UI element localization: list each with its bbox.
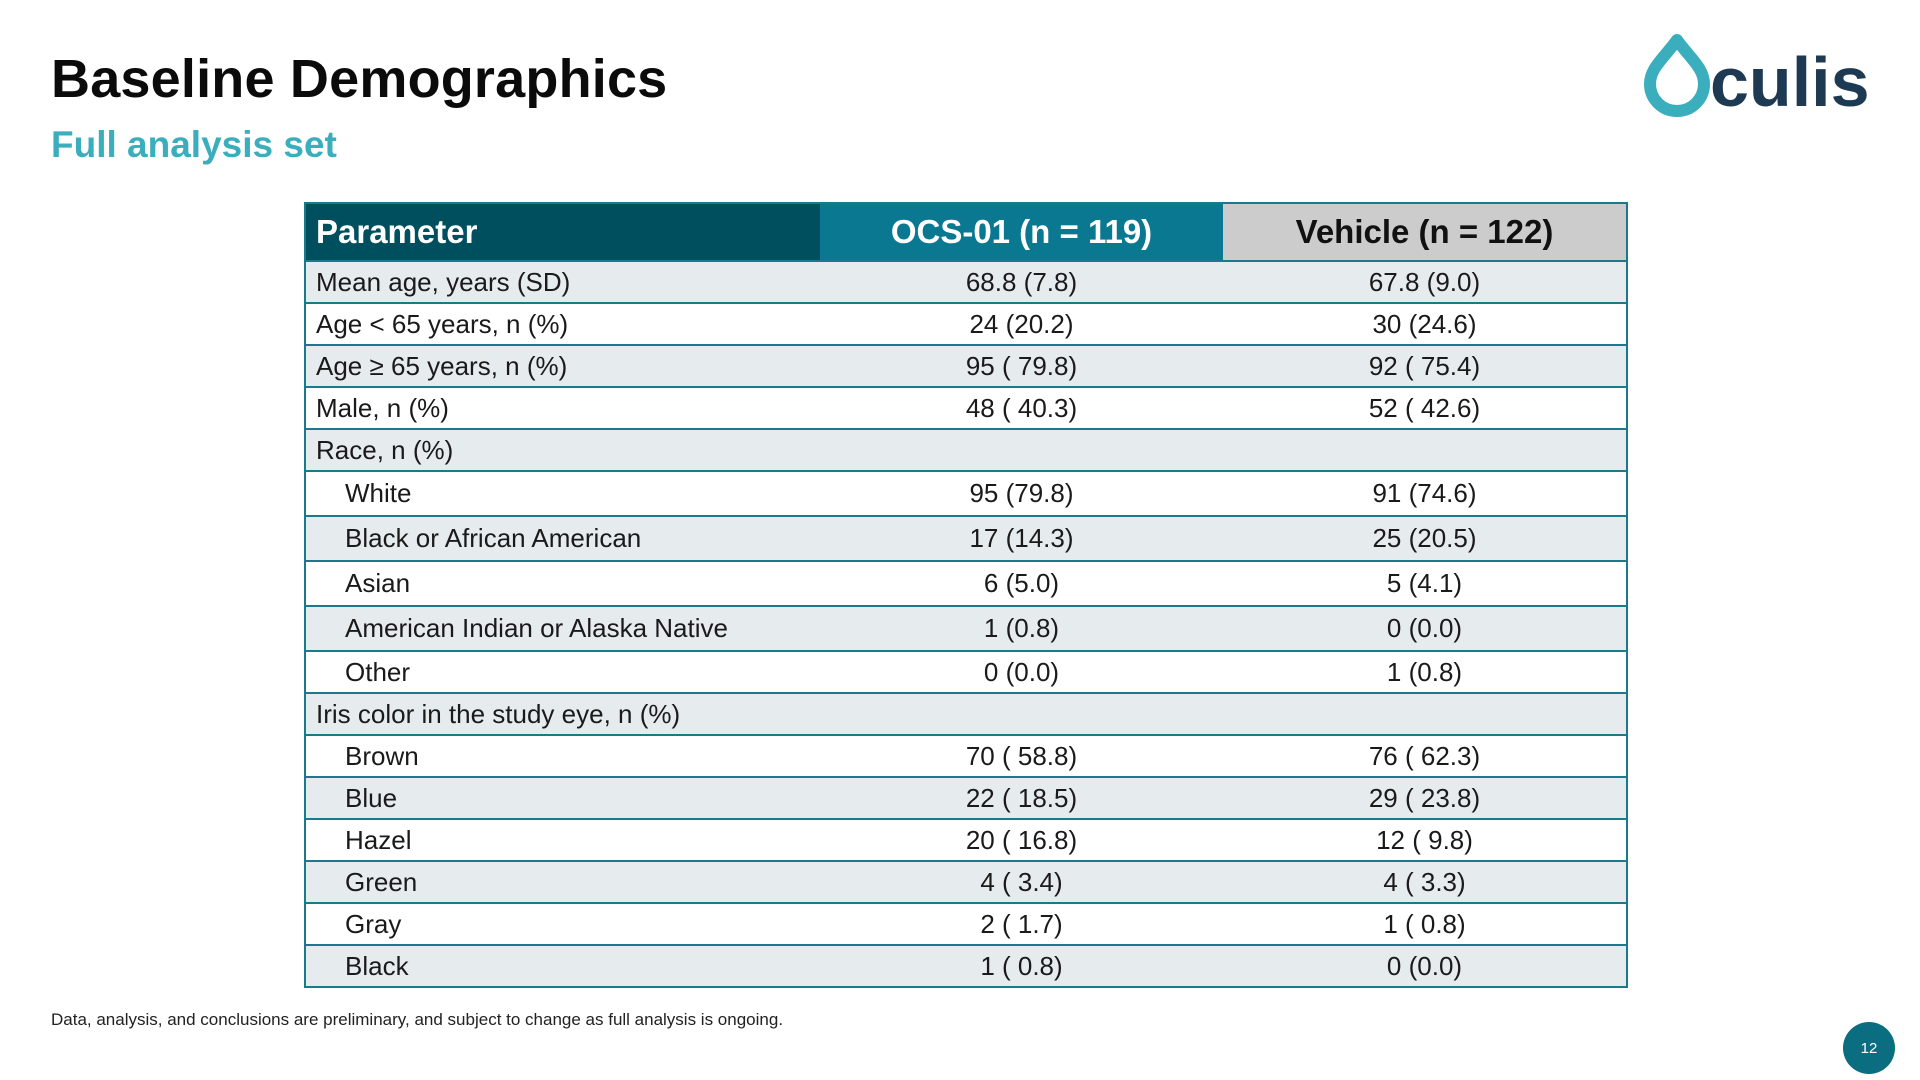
table-row: Black 1 ( 0.8) 0 (0.0) bbox=[306, 944, 1626, 986]
slide-subtitle: Full analysis set bbox=[51, 124, 337, 165]
row-ocs-value: 20 ( 16.8) bbox=[820, 818, 1223, 861]
row-vehicle-value: 1 ( 0.8) bbox=[1223, 902, 1626, 945]
row-vehicle-value: 0 (0.0) bbox=[1223, 605, 1626, 651]
row-ocs-value: 4 ( 3.4) bbox=[820, 860, 1223, 903]
section-label-race: Race, n (%) bbox=[306, 428, 820, 471]
row-label: Age ≥ 65 years, n (%) bbox=[306, 344, 820, 387]
row-ocs-value: 22 ( 18.5) bbox=[820, 776, 1223, 819]
row-vehicle-value: 4 ( 3.3) bbox=[1223, 860, 1626, 903]
row-ocs-value: 24 (20.2) bbox=[820, 302, 1223, 345]
row-label: Brown bbox=[306, 734, 820, 777]
row-vehicle-value bbox=[1223, 428, 1626, 471]
row-vehicle-value: 5 (4.1) bbox=[1223, 560, 1626, 606]
row-ocs-value: 1 ( 0.8) bbox=[820, 944, 1223, 986]
table-row: White 95 (79.8) 91 (74.6) bbox=[306, 470, 1626, 516]
row-vehicle-value bbox=[1223, 692, 1626, 735]
row-label: Black bbox=[306, 944, 820, 986]
table-row: American Indian or Alaska Native 1 (0.8)… bbox=[306, 605, 1626, 651]
row-ocs-value: 48 ( 40.3) bbox=[820, 386, 1223, 429]
table-row: Hazel 20 ( 16.8) 12 ( 9.8) bbox=[306, 818, 1626, 861]
row-ocs-value: 68.8 (7.8) bbox=[820, 260, 1223, 303]
table-row: Blue 22 ( 18.5) 29 ( 23.8) bbox=[306, 776, 1626, 819]
table-row: Gray 2 ( 1.7) 1 ( 0.8) bbox=[306, 902, 1626, 945]
row-vehicle-value: 92 ( 75.4) bbox=[1223, 344, 1626, 387]
row-vehicle-value: 67.8 (9.0) bbox=[1223, 260, 1626, 303]
row-label: American Indian or Alaska Native bbox=[306, 605, 820, 651]
row-label: White bbox=[306, 470, 820, 516]
row-vehicle-value: 30 (24.6) bbox=[1223, 302, 1626, 345]
row-label: Hazel bbox=[306, 818, 820, 861]
header-ocs01: OCS-01 (n = 119) bbox=[820, 204, 1223, 261]
table-row-section-iris: Iris color in the study eye, n (%) bbox=[306, 692, 1626, 735]
table-row: Age ≥ 65 years, n (%) 95 ( 79.8) 92 ( 75… bbox=[306, 344, 1626, 387]
row-label: Black or African American bbox=[306, 515, 820, 561]
row-label: Other bbox=[306, 650, 820, 693]
row-vehicle-value: 25 (20.5) bbox=[1223, 515, 1626, 561]
row-ocs-value: 17 (14.3) bbox=[820, 515, 1223, 561]
logo-wordmark: culis bbox=[1710, 43, 1870, 120]
row-ocs-value: 0 (0.0) bbox=[820, 650, 1223, 693]
oculis-logo-mark: culis bbox=[1644, 34, 1870, 120]
row-ocs-value bbox=[820, 692, 1223, 735]
row-ocs-value: 1 (0.8) bbox=[820, 605, 1223, 651]
page-number-badge: 12 bbox=[1843, 1022, 1895, 1074]
row-vehicle-value: 76 ( 62.3) bbox=[1223, 734, 1626, 777]
row-label: Blue bbox=[306, 776, 820, 819]
row-label: Green bbox=[306, 860, 820, 903]
row-vehicle-value: 0 (0.0) bbox=[1223, 944, 1626, 986]
footnote: Data, analysis, and conclusions are prel… bbox=[51, 1010, 784, 1029]
row-label: Male, n (%) bbox=[306, 386, 820, 429]
demographics-table: Parameter OCS-01 (n = 119) Vehicle (n = … bbox=[304, 202, 1628, 988]
row-label: Gray bbox=[306, 902, 820, 945]
oculis-logo: culis bbox=[1640, 30, 1890, 120]
table-row: Other 0 (0.0) 1 (0.8) bbox=[306, 650, 1626, 693]
slide-title: Baseline Demographics bbox=[51, 49, 668, 109]
table-row: Green 4 ( 3.4) 4 ( 3.3) bbox=[306, 860, 1626, 903]
row-label: Mean age, years (SD) bbox=[306, 260, 820, 303]
table-header-row: Parameter OCS-01 (n = 119) Vehicle (n = … bbox=[306, 204, 1626, 261]
row-ocs-value: 95 (79.8) bbox=[820, 470, 1223, 516]
table-row: Black or African American 17 (14.3) 25 (… bbox=[306, 515, 1626, 561]
row-ocs-value: 95 ( 79.8) bbox=[820, 344, 1223, 387]
row-vehicle-value: 91 (74.6) bbox=[1223, 470, 1626, 516]
table-row: Male, n (%) 48 ( 40.3) 52 ( 42.6) bbox=[306, 386, 1626, 429]
row-ocs-value: 6 (5.0) bbox=[820, 560, 1223, 606]
row-ocs-value bbox=[820, 428, 1223, 471]
table-row: Asian 6 (5.0) 5 (4.1) bbox=[306, 560, 1626, 606]
row-vehicle-value: 52 ( 42.6) bbox=[1223, 386, 1626, 429]
row-ocs-value: 70 ( 58.8) bbox=[820, 734, 1223, 777]
row-vehicle-value: 29 ( 23.8) bbox=[1223, 776, 1626, 819]
table-row: Mean age, years (SD) 68.8 (7.8) 67.8 (9.… bbox=[306, 260, 1626, 303]
table-row-section-race: Race, n (%) bbox=[306, 428, 1626, 471]
row-label: Asian bbox=[306, 560, 820, 606]
header-vehicle: Vehicle (n = 122) bbox=[1223, 204, 1626, 261]
header-parameter: Parameter bbox=[306, 204, 820, 261]
table-row: Age < 65 years, n (%) 24 (20.2) 30 (24.6… bbox=[306, 302, 1626, 345]
row-vehicle-value: 12 ( 9.8) bbox=[1223, 818, 1626, 861]
row-label: Age < 65 years, n (%) bbox=[306, 302, 820, 345]
table-row: Brown 70 ( 58.8) 76 ( 62.3) bbox=[306, 734, 1626, 777]
row-ocs-value: 2 ( 1.7) bbox=[820, 902, 1223, 945]
row-vehicle-value: 1 (0.8) bbox=[1223, 650, 1626, 693]
section-label-iris: Iris color in the study eye, n (%) bbox=[306, 692, 820, 735]
